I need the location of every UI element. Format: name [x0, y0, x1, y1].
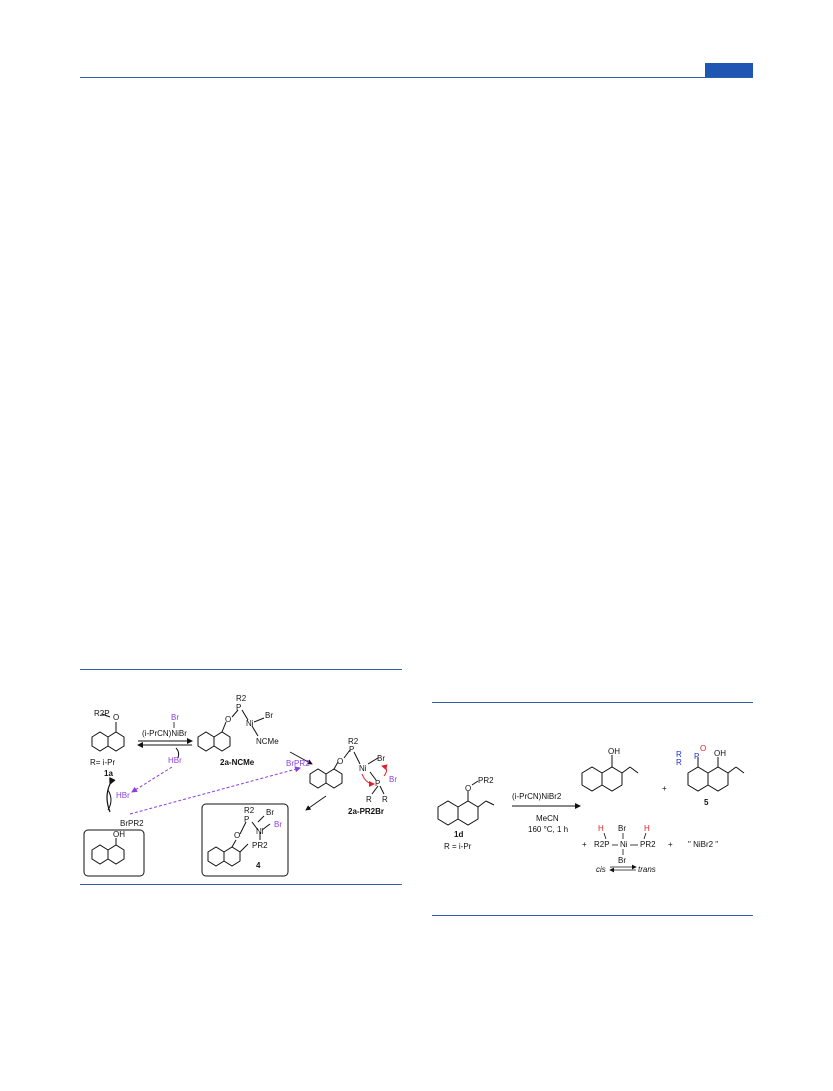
product-5-structure [687, 757, 745, 792]
bond-h-left [603, 832, 607, 840]
complex-2a-pr2br-r-right: R [382, 795, 388, 804]
complex-4-r2: R2 [244, 806, 255, 815]
compound-1a-oxygen: O [113, 713, 119, 722]
complex-2a-pr2br-p: P [349, 745, 354, 754]
product-5-r2: R [676, 758, 682, 767]
byproduct-plus: + [582, 840, 587, 849]
complex-2a-ncme-o: O [225, 715, 231, 724]
reagent-br: Br [171, 713, 179, 722]
brpr2-bottom-label: BrPR2 [120, 819, 144, 828]
compound-1a-r-definition: R= i-Pr [90, 758, 115, 767]
brpr2-top-label: BrPR2 [286, 759, 310, 768]
scheme-right: O PR2 1d R = i-Pr (i-PrCN)NiBr2 MeCN 160… [437, 744, 745, 874]
compound-1d-label: 1d [454, 830, 463, 839]
scheme-right-bottom-rule [432, 915, 753, 916]
complex-4-br1: Br [266, 808, 274, 817]
complex-2a-ncme-structure [197, 709, 265, 752]
compound-1d-o: O [465, 784, 471, 793]
byproduct-h-right: H [644, 824, 650, 833]
byproduct-ni: Ni [620, 840, 628, 849]
compound-1a-label: 1a [104, 769, 113, 778]
scheme-left: R2P O R= i-Pr 1a Br (i-PrCN)NiBr HBr HBr… [83, 694, 397, 877]
complex-4-p: P [244, 815, 249, 824]
brpr2-transfer-arrow [129, 766, 301, 815]
complex-4-pr2: PR2 [252, 841, 268, 850]
complex-4-ni: Ni [256, 827, 264, 836]
scheme-left-bottom-rule [80, 884, 402, 885]
byproduct-br-bottom: Br [618, 856, 626, 865]
naphthol-box [83, 829, 145, 877]
compound-1d-pr2: PR2 [478, 776, 494, 785]
complex-2a-pr2br-label: 2a-PR2Br [348, 807, 384, 816]
header-accent-tab [705, 63, 753, 77]
naphthol-oh: OH [113, 830, 125, 839]
arrow-to-2a-pr2br [289, 751, 313, 765]
byproduct-r2p: R2P [594, 840, 610, 849]
hbr-bottom-label: HBr [116, 791, 130, 800]
complex-2a-ncme-label: 2a-NCMe [220, 758, 255, 767]
product-naphthol-oh: OH [608, 747, 620, 756]
product-5-oh: OH [714, 749, 726, 758]
nibr2-label: " NiBr2 " [688, 840, 718, 849]
product-5-label: 5 [704, 798, 709, 807]
complex-2a-ncme-r: R2 [236, 694, 247, 703]
compound-1d-r-definition: R = i-Pr [444, 842, 472, 851]
product-5-r1: R [676, 750, 682, 759]
vertical-equilibrium-arrow-2 [107, 789, 112, 811]
complex-4-structure [207, 815, 271, 867]
byproduct-cis: cis [596, 865, 606, 874]
reagent-nickel: (i-PrCN)NiBr [142, 729, 187, 738]
complex-2a-pr2br-structure [309, 749, 385, 795]
red-curved-arrow-1 [361, 773, 375, 787]
conditions-temp-time: 160 °C, 1 h [528, 825, 568, 834]
hbr-transfer-arrow [131, 766, 173, 793]
header-rule [80, 77, 753, 78]
bond-h-right [643, 832, 647, 840]
complex-4-label: 4 [256, 861, 261, 870]
product-5-o: O [700, 744, 706, 753]
compound-1a [91, 713, 125, 752]
red-curved-arrow-2 [381, 764, 388, 777]
compound-1a-substituent: R2P [94, 709, 110, 718]
complex-2a-pr2br-br2: Br [389, 775, 397, 784]
conditions-solvent: MeCN [536, 814, 559, 823]
byproduct-pr2: PR2 [640, 840, 656, 849]
complex-2a-ncme-p: P [236, 703, 241, 712]
scheme-left-top-rule [80, 669, 402, 670]
complex-2a-pr2br-o: O [337, 757, 343, 766]
byproduct-h-left: H [598, 824, 604, 833]
complex-2a-pr2br-p2: P [375, 779, 380, 788]
vertical-equilibrium-arrow [106, 777, 116, 813]
complex-4-box [201, 803, 289, 877]
plus-1: + [662, 784, 667, 793]
complex-4-o: O [234, 831, 240, 840]
product-5-p: P [694, 752, 699, 761]
naphthol-structure [91, 838, 125, 865]
complex-2a-pr2br-r-left: R [366, 795, 372, 804]
nibr2-plus: + [668, 840, 673, 849]
hbr-top-label: HBr [168, 756, 182, 765]
complex-2a-pr2br-ni: Ni [359, 764, 367, 773]
product-naphthol-structure [581, 755, 639, 792]
complex-4-br2: Br [274, 820, 282, 829]
byproduct-trans: trans [638, 865, 656, 874]
scheme-right-top-rule [432, 702, 753, 703]
complex-2a-ncme-ncme: NCMe [256, 737, 279, 746]
complex-2a-ncme-ni: Ni [246, 719, 254, 728]
compound-1d-structure [437, 780, 495, 826]
conditions-reagent: (i-PrCN)NiBr2 [512, 792, 562, 801]
arrow-to-4 [305, 795, 327, 811]
complex-2a-ncme-br: Br [265, 711, 273, 720]
byproduct-br-top: Br [618, 824, 626, 833]
complex-2a-pr2br-br: Br [377, 754, 385, 763]
complex-2a-pr2br-r2: R2 [348, 737, 359, 746]
hbr-release-arrow [175, 747, 180, 759]
